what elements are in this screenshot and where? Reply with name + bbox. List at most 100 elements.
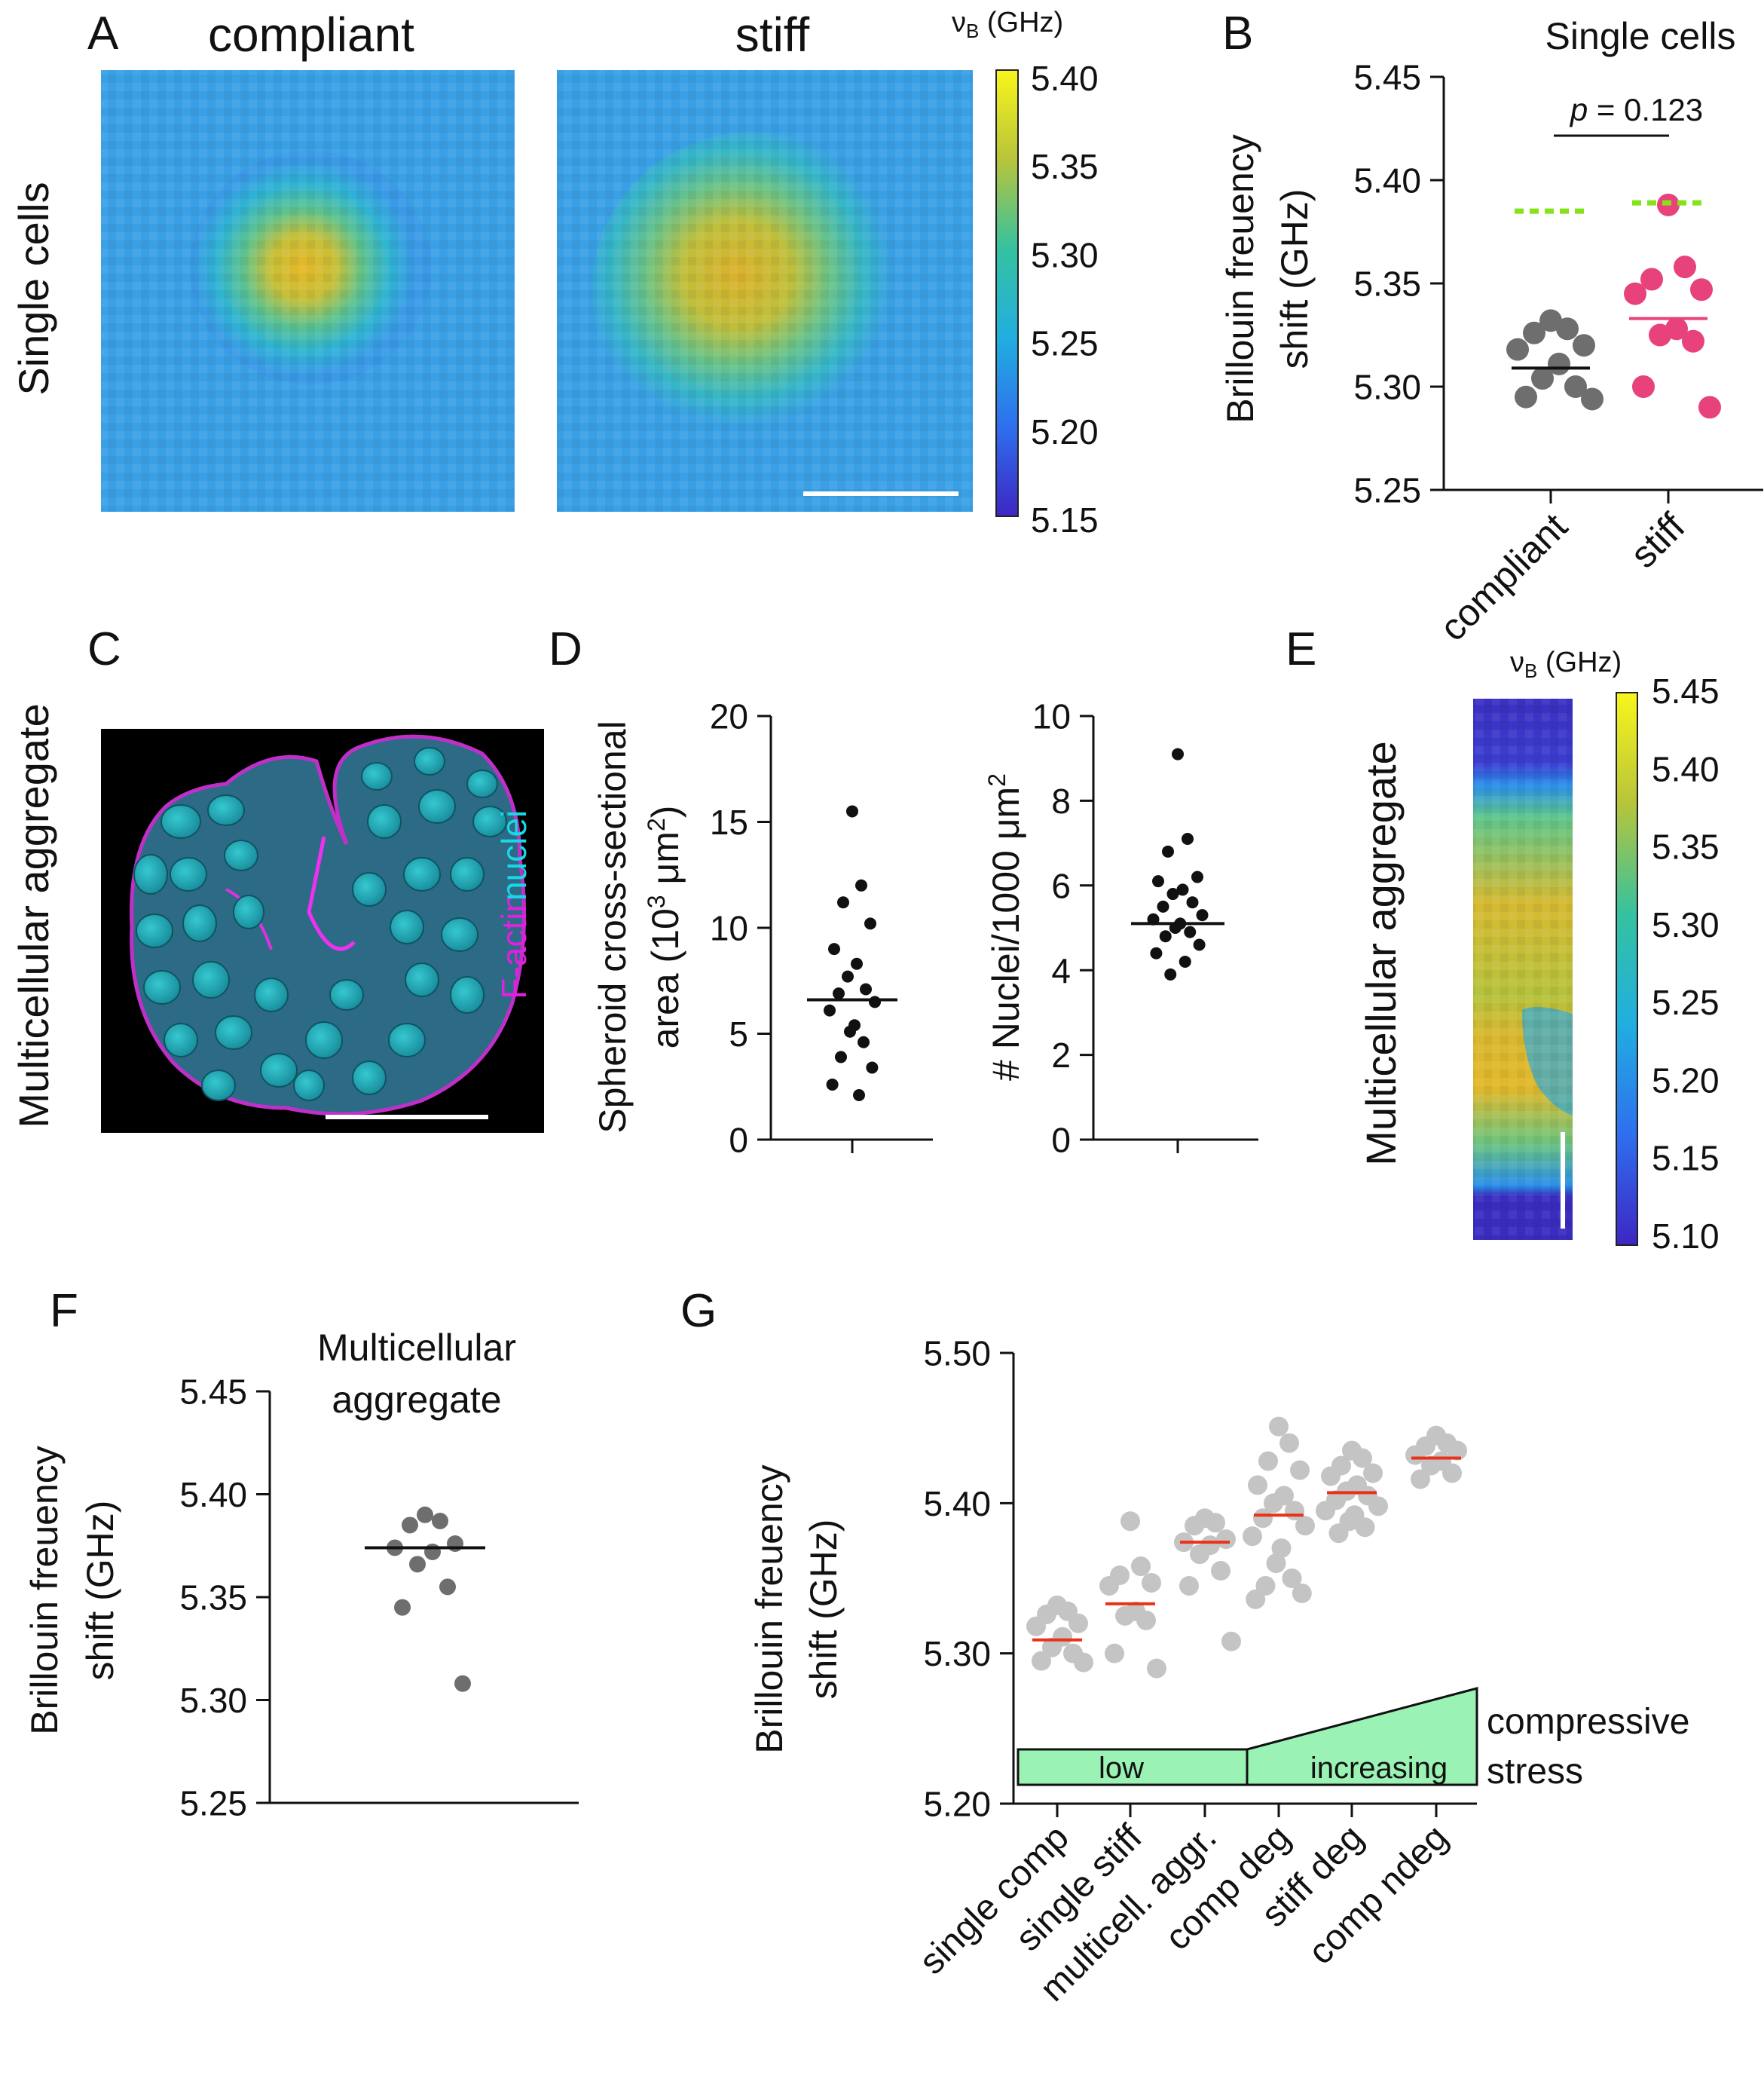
- chart-d1-point: [860, 983, 872, 996]
- chart-d2-ylabel: # Nuclei/1000 μm2: [983, 773, 1027, 1081]
- chart-f-y-tick-label: 5.40: [179, 1475, 247, 1514]
- stress-label-compressive: compressive: [1487, 1702, 1689, 1742]
- chart-d1-point: [846, 805, 858, 818]
- nucleus-shape: [161, 804, 201, 839]
- chart-d1-point: [864, 917, 876, 930]
- panel-c-row-label: Multicellular aggregate: [10, 703, 57, 1128]
- chart-d2-point: [1159, 930, 1172, 943]
- chart-d1-point: [828, 943, 840, 956]
- chart-g-cat-3-point: [1292, 1583, 1312, 1603]
- chart-g-cat-3-point: [1253, 1508, 1273, 1529]
- chart-b-compliant-point: [1506, 338, 1529, 361]
- chart-f-point: [454, 1675, 471, 1692]
- nucleus-shape: [201, 1070, 236, 1101]
- colorbar-e-tick-label: 5.15: [1652, 1139, 1720, 1178]
- stain-label-factin: F-actin: [494, 893, 533, 999]
- chart-g-cat-2-point: [1206, 1513, 1225, 1533]
- chart-b-ylabel-2: shift (GHz): [1273, 189, 1316, 369]
- colorbar-a-tick-label: 5.20: [1031, 412, 1099, 451]
- chart-g-cat-1-point: [1136, 1610, 1156, 1630]
- chart-d1-y-tick-label: 15: [710, 803, 748, 842]
- nucleus-shape: [405, 962, 439, 997]
- chart-g-ylabel-2: shift (GHz): [803, 1519, 845, 1700]
- chart-g-cat-4-point: [1353, 1448, 1372, 1468]
- chart-g-cat-4-point: [1328, 1523, 1349, 1544]
- chart-g-cat-1-point: [1115, 1605, 1135, 1626]
- panel-b-label: B: [1222, 8, 1253, 60]
- chart-d1-point: [824, 1004, 836, 1017]
- panel-a: A Single cells compliant stiff νB (GHz) …: [10, 7, 1099, 540]
- chart-d1-point: [855, 879, 867, 892]
- chart-b-stiff-point: [1674, 256, 1696, 279]
- nucleus-shape: [233, 895, 264, 929]
- colorbar-a-tick-label: 5.15: [1031, 500, 1099, 540]
- nucleus-shape: [390, 910, 424, 944]
- chart-g-cat-0-point: [1068, 1613, 1088, 1633]
- chart-d1-point: [844, 1025, 856, 1038]
- chart-b-pvalue: p = 0.123: [1569, 92, 1703, 127]
- nucleus-shape: [254, 978, 289, 1012]
- chart-b-y-tick-label: 5.40: [1353, 161, 1421, 200]
- chart-f-y-tick-label: 5.45: [179, 1373, 247, 1412]
- chart-d2-y-tick-label: 10: [1032, 697, 1071, 736]
- chart-d2-point: [1182, 832, 1194, 845]
- panel-e-label: E: [1286, 623, 1316, 675]
- colorbar-e: νB (GHz) 5.45 5.40 5.35 5.30 5.25 5.20 5.15 5.1…: [1510, 647, 1720, 1256]
- panel-f-label: F: [50, 1285, 78, 1337]
- chart-d2-point: [1191, 871, 1203, 883]
- nucleus-shape: [170, 857, 207, 892]
- chart-b-y-tick-label: 5.45: [1353, 58, 1421, 97]
- chart-b-x-label-stiff: stiff: [1622, 505, 1693, 576]
- chart-d2-point: [1179, 955, 1191, 968]
- nucleus-shape: [260, 1053, 298, 1088]
- chart-d1-point: [858, 1036, 870, 1048]
- chart-d1-point: [842, 970, 854, 983]
- colorbar-a-tick-label: 5.40: [1031, 59, 1099, 98]
- panel-d-label: D: [549, 623, 582, 675]
- chart-f-ylabel-1: Brillouin freuency: [23, 1446, 66, 1735]
- chart-f-point: [394, 1599, 411, 1616]
- colorbar-e-gradient: [1616, 692, 1638, 1246]
- colorbar-e-tick-label: 5.20: [1652, 1060, 1720, 1100]
- chart-g-cat-0-point: [1026, 1616, 1046, 1636]
- colorbar-a-title: νB (GHz): [952, 7, 1063, 42]
- chart-g-cat-1-point: [1099, 1575, 1119, 1596]
- chart-b-y-tick-label: 5.25: [1353, 471, 1421, 510]
- nucleus-shape: [472, 806, 507, 837]
- chart-b-stiff-point: [1632, 375, 1655, 398]
- chart-g-y-tick-label: 5.20: [923, 1785, 991, 1824]
- panel-b: B Single cells Brillouin freuency shift …: [1219, 8, 1763, 649]
- chart-d2-point: [1193, 938, 1206, 951]
- nucleus-shape: [293, 1070, 325, 1101]
- chart-d1-ylabel-1: Spheroid cross-sectional: [592, 721, 634, 1134]
- nucleus-shape: [466, 770, 498, 798]
- chart-f-title-1: Multicellular: [317, 1327, 516, 1369]
- nucleus-shape: [441, 917, 478, 952]
- colorbar-e-tick-label: 5.40: [1652, 749, 1720, 788]
- chart-d1-ylabel-2: area (103 μm2): [643, 806, 686, 1049]
- chart-d2-y-tick-label: 8: [1051, 782, 1071, 821]
- nucleus-shape: [388, 1023, 426, 1057]
- chart-f-point: [409, 1556, 426, 1573]
- panel-c-label: C: [87, 623, 121, 675]
- chart-f-title-2: aggregate: [332, 1379, 501, 1421]
- nucleus-shape: [207, 794, 245, 826]
- nucleus-shape: [329, 979, 364, 1011]
- chart-g-cat-3-point: [1264, 1493, 1283, 1513]
- chart-d1-point: [866, 1061, 879, 1074]
- chart-f-y-tick-label: 5.25: [179, 1784, 247, 1823]
- chart-b-x-label-compliant: compliant: [1432, 505, 1576, 649]
- chart-d1-point: [869, 996, 881, 1008]
- chart-g-cat-3-point: [1248, 1475, 1267, 1495]
- chart-g-cat-5-point: [1421, 1455, 1441, 1476]
- chart-d2-point: [1176, 883, 1189, 896]
- colorbar-a: νB (GHz) 5.40 5.35 5.30 5.25 5.20 5.15: [952, 7, 1099, 540]
- chart-f-point: [432, 1512, 448, 1529]
- chart-f-y-tick-label: 5.30: [179, 1681, 247, 1720]
- chart-g-cat-4-point: [1368, 1496, 1388, 1516]
- chart-g-cat-3-point: [1243, 1526, 1262, 1547]
- chart-b-stiff-point: [1624, 282, 1646, 305]
- chart-g-cat-3-point: [1255, 1575, 1276, 1596]
- stress-indicator: low increasing compressive stress: [1017, 1687, 1689, 1792]
